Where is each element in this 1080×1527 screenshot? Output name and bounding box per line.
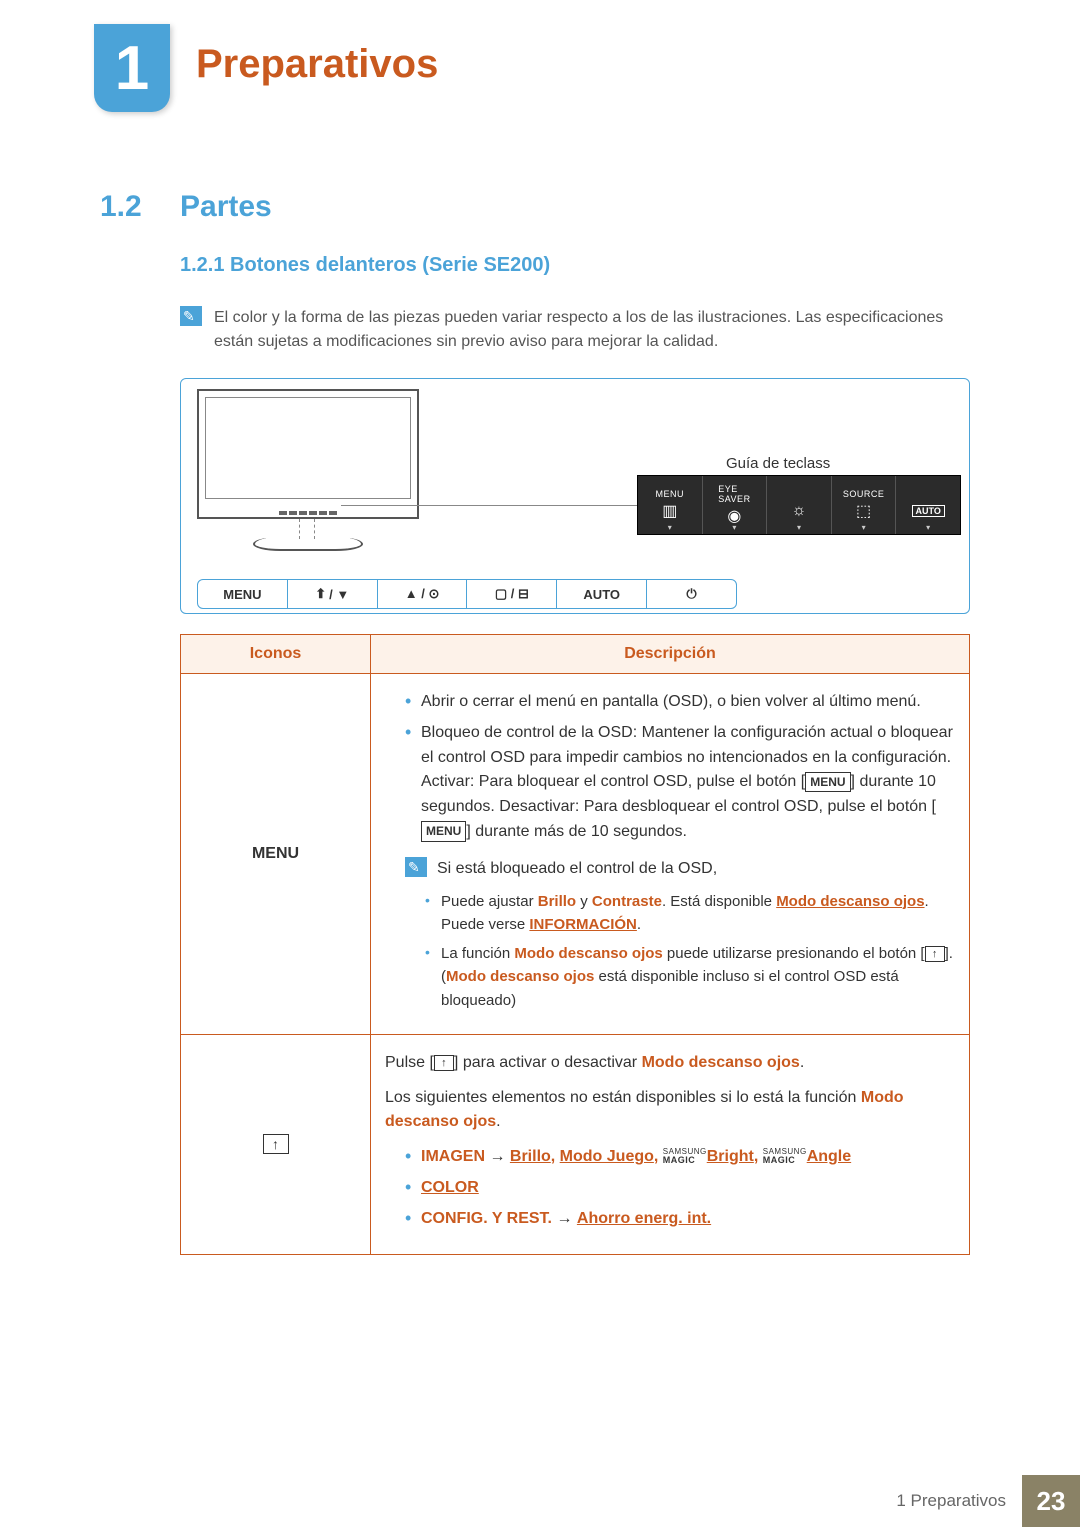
legend-eyesaver: ⬆ / ▼ [288,580,378,608]
legend-updown: ▲ / ⊙ [378,580,468,608]
footer-text: 1 Preparativos [896,1475,1022,1527]
monitor-screen [205,397,411,499]
down-arrow-icon: ▾ [926,523,930,532]
up-box-icon: ↑ [925,946,945,962]
power-icon: ⏻ [686,586,696,602]
kg-brightness: ☼ ▾ [767,476,832,534]
chapter-title: Preparativos [196,42,438,87]
monitor-stand-base [253,537,363,551]
monitor-button-dots [279,511,337,515]
locked-note: Si está bloqueado el control de la OSD, [405,857,955,882]
legend-power: ⏻ [647,580,736,608]
kg-source: SOURCE ⬚ ▾ [832,476,897,534]
legend-source: ▢ / ⊟ [467,580,557,608]
list-item: IMAGEN → Brillo, Modo Juego, SAMSUNGMAGI… [405,1145,955,1170]
table-row: ↑ Pulse [↑] para activar o desactivar Mo… [181,1034,970,1254]
up-box-icon: ↑ [434,1055,454,1071]
menu-box-icon: MENU [421,821,466,842]
page-footer: 1 Preparativos 23 [0,1475,1080,1527]
lead-line [341,505,639,506]
list-item: Abrir o cerrar el menú en pantalla (OSD)… [405,690,955,715]
icon-menu: MENU [181,674,371,1035]
up-box-icon: ↑ [263,1134,289,1154]
table-row: MENU Abrir o cerrar el menú en pantalla … [181,674,970,1035]
button-legend-row: MENU ⬆ / ▼ ▲ / ⊙ ▢ / ⊟ AUTO ⏻ [197,579,737,609]
th-icons: Iconos [181,635,371,674]
intro-note-text: El color y la forma de las piezas pueden… [214,306,970,354]
chapter-tab: 1 [94,24,170,112]
icon-eyesaver: ↑ [181,1034,371,1254]
samsung-magic-icon: SAMSUNGMAGIC [663,1148,707,1165]
section-title: Partes [180,190,272,224]
brightness-icon: ☼ [792,502,807,520]
menu-icon: ▥ [662,501,677,521]
legend-auto: AUTO [557,580,647,608]
key-guide-label: Guía de teclass [726,455,830,472]
section-number: 1.2 [100,190,142,224]
monitor-stand-neck [299,519,315,539]
menu-box-icon: MENU [805,772,850,793]
desc-menu: Abrir o cerrar el menú en pantalla (OSD)… [371,674,970,1035]
kg-auto: AUTO ▾ [896,476,960,534]
up-box-icon: ⬆ [315,586,326,602]
kg-menu: MENU ▥ ▾ [638,476,703,534]
monitor-outline [197,389,419,519]
list-item: La función Modo descanso ojos puede util… [425,942,955,1012]
page-number: 23 [1022,1475,1080,1527]
note-icon [180,306,202,326]
note-icon [405,857,427,877]
list-item: Puede ajustar Brillo y Contraste. Está d… [425,890,955,937]
down-arrow-icon: ▾ [862,523,866,532]
down-arrow-icon: ▾ [732,523,736,532]
down-arrow-icon: ▾ [797,523,801,532]
list-item: CONFIG. Y REST. → Ahorro energ. int. [405,1207,955,1232]
chapter-number: 1 [115,33,149,104]
key-guide-bar: MENU ▥ ▾ EYESAVER ◉ ▾ ☼ ▾ SOURCE ⬚ ▾ AUT… [637,475,961,535]
source-icon: ⬚ [856,501,871,521]
front-buttons-diagram: Guía de teclass MENU ▥ ▾ EYESAVER ◉ ▾ ☼ … [180,378,970,614]
subsection-title: 1.2.1 Botones delanteros (Serie SE200) [180,254,550,277]
samsung-magic-icon: SAMSUNGMAGIC [763,1148,807,1165]
desc-eyesaver: Pulse [↑] para activar o desactivar Modo… [371,1034,970,1254]
down-arrow-icon: ▾ [668,523,672,532]
buttons-table: Iconos Descripción MENU Abrir o cerrar e… [180,634,970,1255]
legend-menu: MENU [198,580,288,608]
intro-note: El color y la forma de las piezas pueden… [180,306,970,354]
th-desc: Descripción [371,635,970,674]
list-item: COLOR [405,1176,955,1201]
list-item: Bloqueo de control de la OSD: Mantener l… [405,721,955,845]
kg-eyesaver: EYESAVER ◉ ▾ [703,476,768,534]
